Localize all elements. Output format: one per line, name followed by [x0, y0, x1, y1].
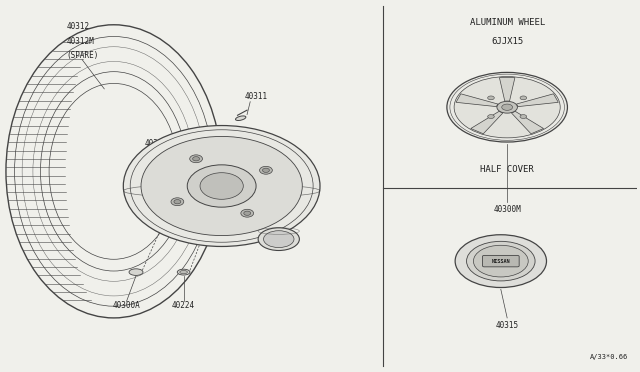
Circle shape	[520, 96, 527, 100]
Ellipse shape	[200, 173, 243, 199]
Circle shape	[488, 115, 494, 119]
Circle shape	[447, 73, 568, 142]
Circle shape	[467, 241, 535, 281]
Text: 40300M: 40300M	[145, 140, 172, 148]
Circle shape	[497, 101, 517, 113]
Ellipse shape	[177, 269, 190, 275]
Ellipse shape	[264, 231, 294, 247]
Text: A/33*0.66: A/33*0.66	[589, 354, 628, 360]
Polygon shape	[516, 94, 558, 107]
Text: 40315: 40315	[495, 321, 519, 330]
Ellipse shape	[241, 209, 253, 217]
Text: 40312: 40312	[66, 22, 90, 31]
Ellipse shape	[129, 269, 143, 275]
Text: 40224: 40224	[172, 301, 195, 310]
Text: ALUMINUM WHEEL: ALUMINUM WHEEL	[470, 19, 545, 28]
Polygon shape	[499, 78, 515, 101]
Ellipse shape	[258, 228, 300, 250]
Polygon shape	[471, 111, 503, 134]
Ellipse shape	[124, 125, 320, 247]
Circle shape	[488, 96, 494, 100]
Ellipse shape	[171, 198, 184, 206]
Polygon shape	[511, 111, 543, 134]
Ellipse shape	[244, 211, 251, 215]
Text: 40300M: 40300M	[493, 205, 521, 214]
Text: NISSAN: NISSAN	[492, 259, 510, 264]
Polygon shape	[456, 94, 498, 107]
Ellipse shape	[189, 155, 202, 163]
Circle shape	[520, 115, 527, 119]
Text: 40311: 40311	[245, 92, 268, 101]
Text: 40315: 40315	[267, 203, 291, 212]
Ellipse shape	[193, 157, 200, 161]
Text: 40312M: 40312M	[66, 37, 94, 46]
Text: 40300A: 40300A	[113, 301, 140, 310]
Ellipse shape	[262, 168, 269, 172]
FancyBboxPatch shape	[483, 256, 519, 267]
Circle shape	[502, 104, 513, 110]
Ellipse shape	[141, 137, 302, 235]
Text: 6JJX15: 6JJX15	[491, 37, 524, 46]
Ellipse shape	[180, 270, 188, 274]
Text: HALF COVER: HALF COVER	[480, 165, 534, 174]
Circle shape	[455, 235, 547, 288]
Ellipse shape	[188, 165, 256, 207]
Ellipse shape	[174, 200, 181, 204]
Circle shape	[454, 77, 560, 138]
Circle shape	[474, 245, 528, 277]
Text: (SPARE): (SPARE)	[66, 51, 99, 60]
Ellipse shape	[236, 116, 246, 121]
Ellipse shape	[260, 166, 273, 174]
